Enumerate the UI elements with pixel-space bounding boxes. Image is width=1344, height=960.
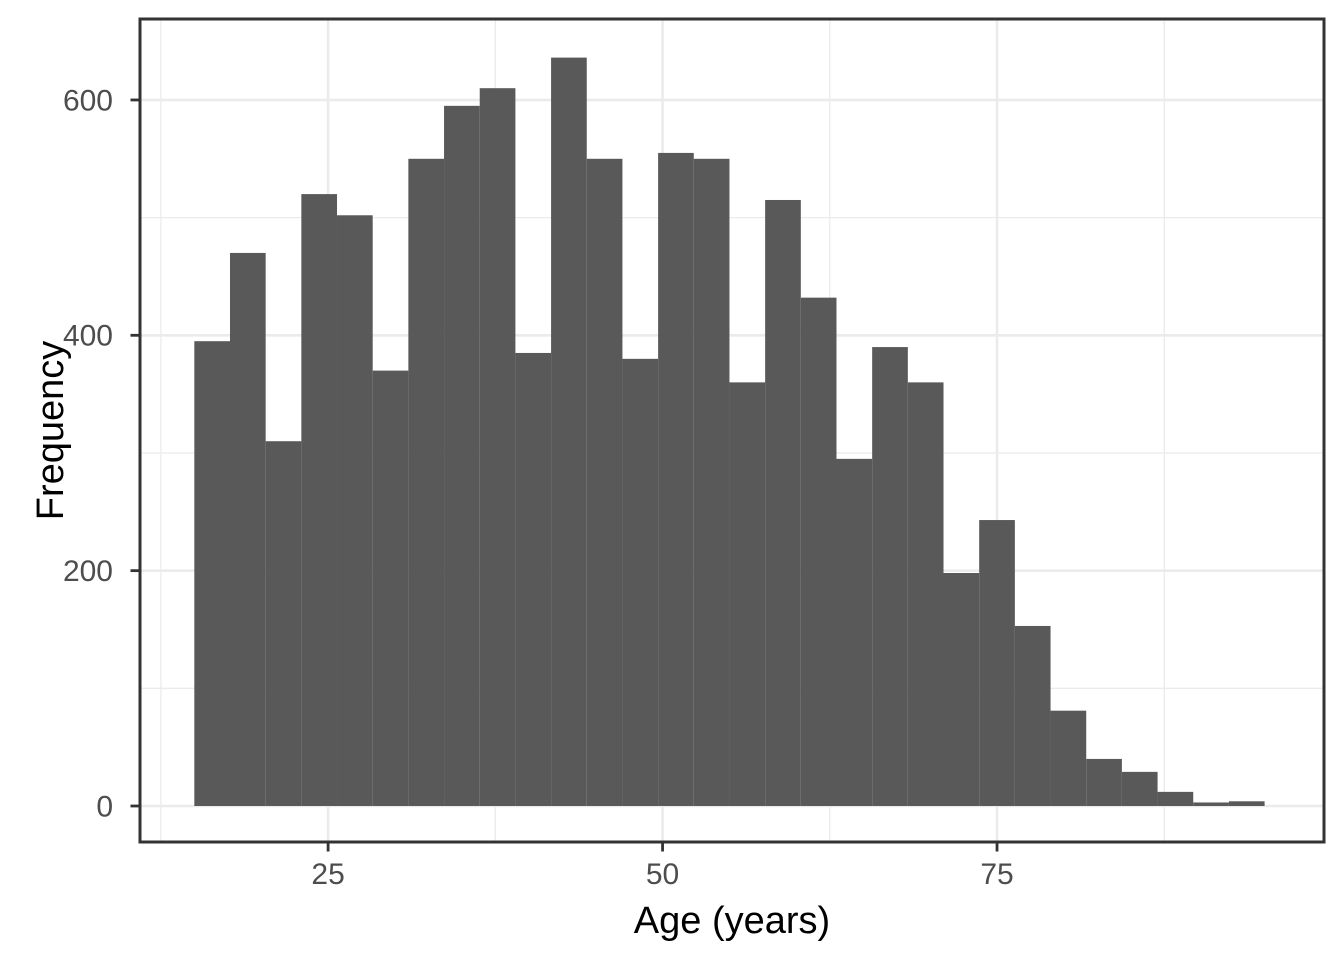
y-tick-label: 400 [63, 320, 113, 353]
y-tick-label: 600 [63, 84, 113, 117]
histogram-bar [872, 347, 908, 806]
histogram-bar [943, 573, 980, 806]
histogram-bar [479, 88, 516, 806]
histogram-bar [979, 520, 1015, 806]
histogram-bar [337, 215, 373, 806]
x-axis-title: Age (years) [634, 900, 830, 942]
histogram-bar [1086, 758, 1122, 806]
histogram-bar [408, 158, 445, 806]
histogram-bar [1121, 771, 1158, 806]
x-tick-label: 25 [311, 858, 344, 891]
x-tick-label: 50 [646, 858, 679, 891]
histogram-bar [551, 57, 587, 806]
histogram-bar [836, 458, 873, 806]
histogram-bar [301, 194, 338, 806]
x-axis-tick-labels: 25 50 75 [311, 858, 1013, 891]
axis-tick-marks [130, 98, 999, 852]
histogram-bar [194, 341, 230, 806]
histogram-bar [907, 382, 944, 806]
histogram-bar [1228, 801, 1265, 806]
histogram-bar [1157, 791, 1194, 806]
histogram-bar [515, 352, 552, 806]
histogram-bar [265, 441, 302, 806]
histogram-bar [1050, 710, 1087, 806]
x-tick-label: 75 [980, 858, 1013, 891]
histogram-bar [658, 152, 694, 806]
y-axis-tick-labels: 0 200 400 600 [63, 84, 113, 823]
histogram-bars [194, 57, 1265, 806]
histogram-bar [693, 158, 730, 806]
histogram-bar [444, 105, 480, 806]
panel-border [138, 17, 1326, 844]
histogram-bar [372, 370, 409, 806]
histogram-bar [1193, 802, 1229, 806]
histogram-bar [800, 297, 837, 806]
histogram-bar [229, 252, 266, 806]
histogram-bar [622, 358, 659, 806]
y-tick-label: 0 [96, 790, 113, 823]
histogram-bar [729, 382, 766, 806]
histogram-bar [586, 158, 623, 806]
y-axis-title: Frequency [30, 341, 72, 521]
y-tick-label: 200 [63, 555, 113, 588]
histogram-bar [1014, 625, 1051, 806]
histogram-bar [765, 199, 801, 806]
